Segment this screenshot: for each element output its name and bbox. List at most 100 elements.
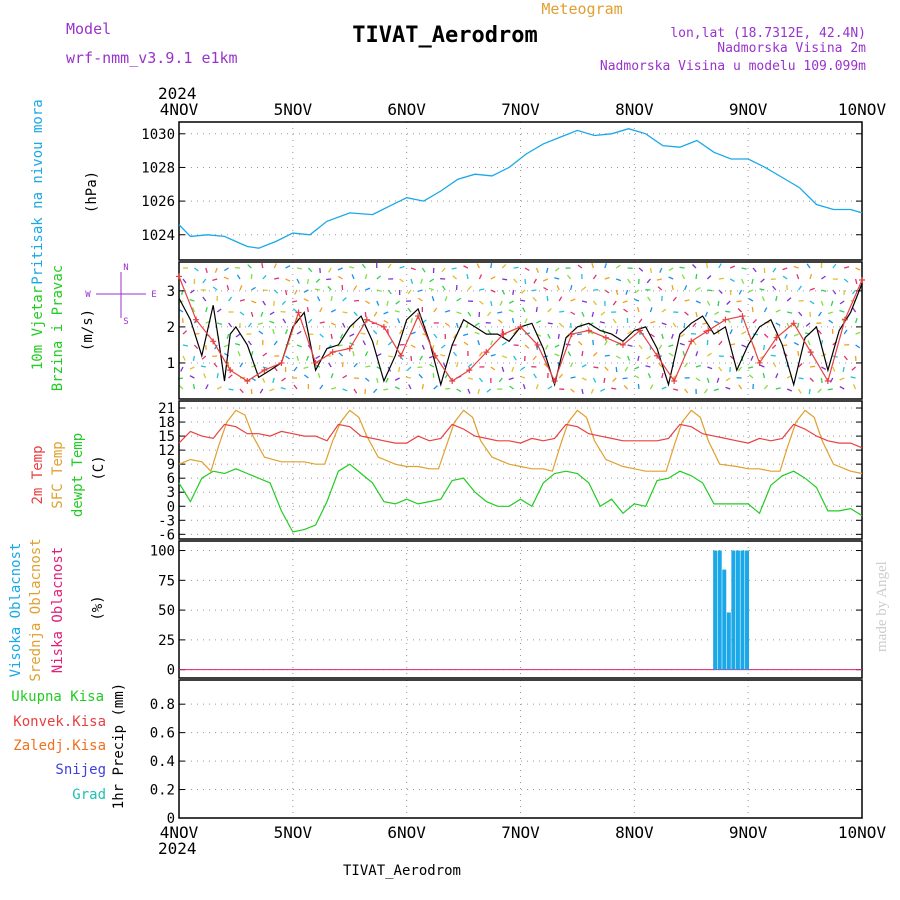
wind-arrow [189, 298, 195, 302]
wind-arrow [634, 289, 640, 294]
wind-arrow [522, 307, 526, 313]
wind-arrow [798, 388, 802, 394]
wind-arrow [627, 344, 633, 347]
wind-arrow [285, 355, 290, 360]
wind-arrow [203, 373, 207, 379]
chart-subtitle: Meteogram [541, 0, 622, 18]
wind-arrow [490, 340, 494, 346]
y-tick-label: 0.2 [150, 783, 175, 799]
wind-gust-marker [397, 352, 404, 359]
wind-arrow [467, 311, 472, 317]
wind-arrow [647, 296, 651, 302]
wind-arrow [327, 285, 332, 291]
wind-arrow [478, 377, 484, 383]
wind-arrow [303, 366, 309, 370]
wind-arrow [646, 355, 651, 360]
wind-arrow [775, 373, 779, 379]
wind-arrow [808, 388, 811, 395]
wind-arrow [554, 344, 560, 348]
wind-arrow [786, 297, 792, 302]
wind-arrow [376, 377, 379, 384]
wind-arrow [695, 311, 698, 318]
wind-arrow [520, 366, 526, 371]
wind-arrow [501, 355, 508, 359]
wind-arrow [362, 340, 366, 346]
high-cloud-bar [735, 550, 740, 670]
wind-arrow [262, 366, 268, 370]
wind-arrow [258, 330, 264, 335]
high-cloud-bar [717, 550, 722, 670]
temp-dewpt-label: dewpt Temp [70, 433, 86, 517]
x-tick-label-top: 9NOV [729, 100, 768, 119]
wind-arrow [217, 322, 223, 326]
wind-arrow [558, 373, 563, 379]
wind-arrow [330, 373, 334, 379]
precip-unit: 1hr Precip (mm) [111, 683, 127, 809]
wind-arrow [373, 388, 378, 394]
wind-arrow [511, 366, 515, 372]
wind-arrow [681, 274, 686, 280]
panel-frame [178, 400, 863, 540]
wind-arrow [684, 299, 690, 302]
wind-gust-marker [449, 377, 456, 384]
credit-label: made by Angel [874, 561, 890, 652]
x-tick-label-bottom: 5NOV [274, 823, 313, 842]
wind-arrow [760, 278, 765, 283]
wind-arrow [729, 329, 733, 335]
wind-arrow [341, 284, 344, 291]
wind-arrow [798, 311, 803, 317]
wind-arrow [695, 351, 699, 357]
wind-arrow [386, 300, 389, 306]
wind-arrow [844, 266, 850, 269]
wind-arrow [557, 333, 560, 340]
wind-arrow [360, 332, 366, 335]
wind-arrow [679, 266, 685, 269]
wind-arrow [330, 333, 333, 340]
wind-gust-marker [756, 359, 763, 366]
wind-arrow [394, 377, 400, 381]
wind-arrow [729, 289, 732, 296]
x-tick-label-bottom: 6NOV [387, 823, 426, 842]
wind-gust-marker [261, 367, 268, 374]
wind-arrow [444, 322, 450, 327]
wind-arrow [590, 388, 594, 394]
y-tick-label: 1030 [141, 127, 175, 143]
wind-arrow [809, 287, 815, 291]
wind-arrow [501, 289, 506, 295]
wind-arrow [397, 318, 401, 324]
wind-arrow [223, 344, 229, 348]
wind-gust-marker [841, 316, 848, 323]
temp-2m-label: 2m Temp [30, 445, 46, 504]
wind-arrow [713, 320, 720, 324]
wind-arrow [545, 344, 549, 350]
wind-gust-marker [278, 359, 285, 366]
wind-arrow [201, 355, 207, 360]
wind-arrow [328, 267, 332, 273]
wind-arrow [388, 355, 394, 358]
wind-arrow [656, 278, 662, 281]
wind-arrow [682, 351, 686, 357]
wind-arrow [707, 352, 712, 357]
wind-arrow [399, 278, 404, 283]
wind-arrow [490, 276, 496, 280]
wind-arrow [581, 311, 585, 317]
wind-arrow [433, 333, 438, 339]
wind-arrow [319, 333, 324, 338]
wind-arrow [441, 285, 446, 291]
wind-arrow [490, 353, 496, 357]
model-elevation-label: Nadmorska Visina u modelu 109.099m [600, 59, 866, 74]
wind-arrow [672, 296, 677, 302]
wind-arrow [451, 267, 457, 270]
wind-arrow [668, 344, 674, 348]
wind-arrow [611, 387, 617, 390]
wind-arrow [269, 388, 275, 392]
wind-arrow [247, 340, 252, 346]
temp-unit: (C) [91, 455, 107, 480]
wind-arrow [331, 386, 337, 390]
wind-arrow [855, 267, 861, 271]
wind-gust-marker [534, 341, 541, 348]
wind-arrow [821, 366, 827, 370]
wind-arrow [376, 353, 382, 357]
wind-gust-marker [380, 323, 387, 330]
x-tick-label-top: 4NOV [160, 100, 199, 119]
